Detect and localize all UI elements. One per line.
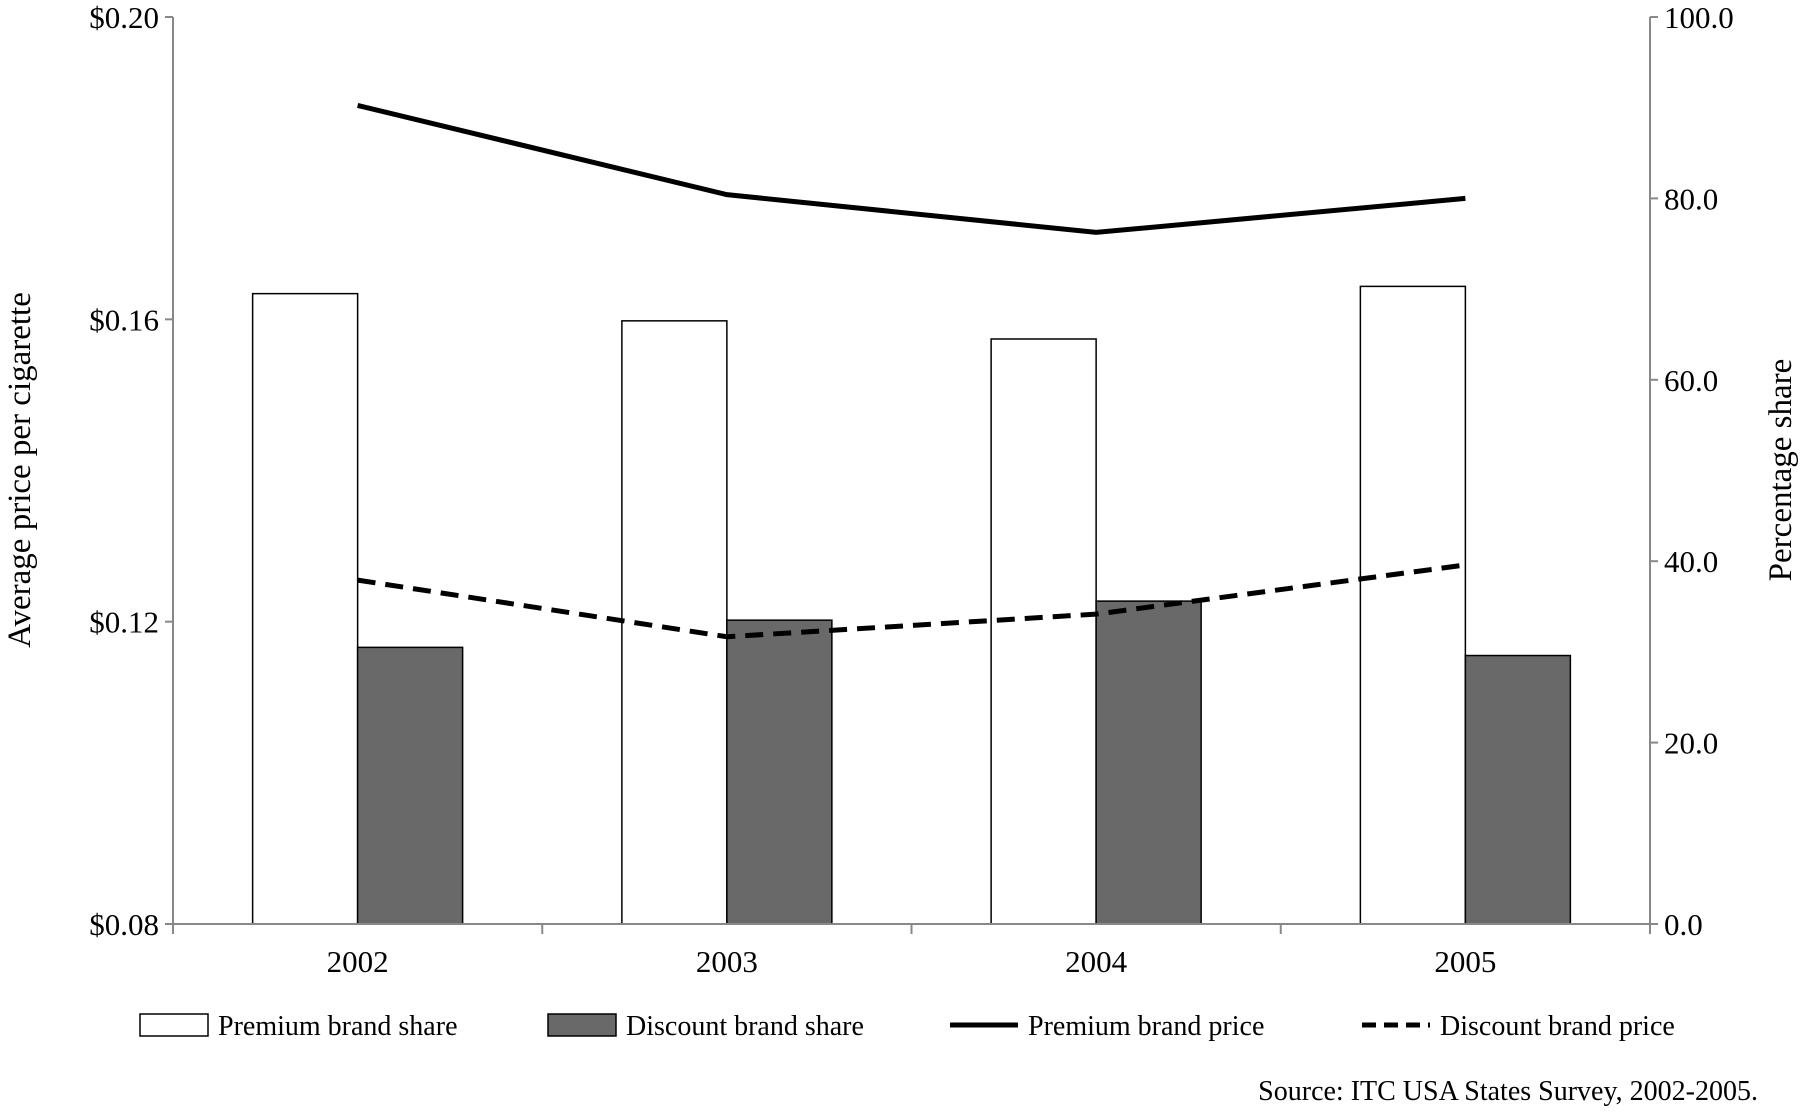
y-right-tick-label: 0.0: [1664, 907, 1703, 942]
bar-premium-brand-share-2004: [990, 338, 1097, 925]
legend-swatch: [547, 1013, 617, 1037]
y-right-tick-label: 40.0: [1664, 544, 1718, 579]
y-right-tick-label: 20.0: [1664, 726, 1718, 761]
line-discount-brand-price: [357, 562, 1466, 640]
bar-premium-brand-share-2005: [1359, 285, 1467, 925]
bar-discount-brand-share-2002: [356, 646, 464, 925]
bars-layer: [251, 285, 1572, 925]
lines-layer: [357, 103, 1466, 640]
legend-label: Premium brand share: [218, 1011, 458, 1042]
y-left-tick-label: $0.16: [89, 302, 159, 337]
legend: Premium brand share Discount brand share P…: [139, 1011, 1675, 1042]
legend-label: Discount brand share: [626, 1011, 864, 1042]
legend-swatch: [139, 1013, 209, 1037]
line-premium-brand-price: [357, 103, 1466, 235]
axes-layer: $0.08 $0.12 $0.16 $0.20 0.0 20.0 40.0 60.0 80.0 1…: [2, 0, 1799, 979]
y-left-tick-label: $0.08: [89, 907, 159, 942]
y-left-tick-label: $0.12: [89, 605, 159, 640]
y-right-tick-label: 60.0: [1664, 363, 1718, 398]
source-note: Source: ITC USA States Survey, 2002-2005…: [1258, 1076, 1758, 1107]
legend-item-premium-brand-share: Premium brand share: [139, 1011, 458, 1042]
bar-discount-brand-share-2005: [1464, 654, 1572, 925]
legend-label: Premium brand price: [1028, 1011, 1264, 1042]
y-axis-left-title: Average price per cigarette: [2, 292, 38, 648]
legend-item-discount-brand-share: Discount brand share: [547, 1011, 864, 1042]
bar-discount-brand-share-2004: [1095, 600, 1202, 925]
x-tick-label: 2005: [1434, 944, 1496, 979]
y-left-tick-label: $0.20: [89, 0, 159, 35]
bar-premium-brand-share-2002: [251, 292, 359, 925]
legend-item-discount-brand-price: Discount brand price: [1362, 1011, 1675, 1042]
y-right-tick-label: 80.0: [1664, 181, 1718, 216]
legend-item-premium-brand-price: Premium brand price: [950, 1011, 1264, 1042]
y-right-tick-label: 100.0: [1664, 0, 1734, 35]
legend-label: Discount brand price: [1440, 1011, 1675, 1042]
x-tick-label: 2004: [1065, 944, 1128, 979]
x-tick-label: 2003: [696, 944, 758, 979]
x-tick-label: 2002: [327, 944, 389, 979]
bar-discount-brand-share-2003: [726, 619, 833, 925]
y-axis-right-title: Percentage share: [1763, 359, 1799, 582]
